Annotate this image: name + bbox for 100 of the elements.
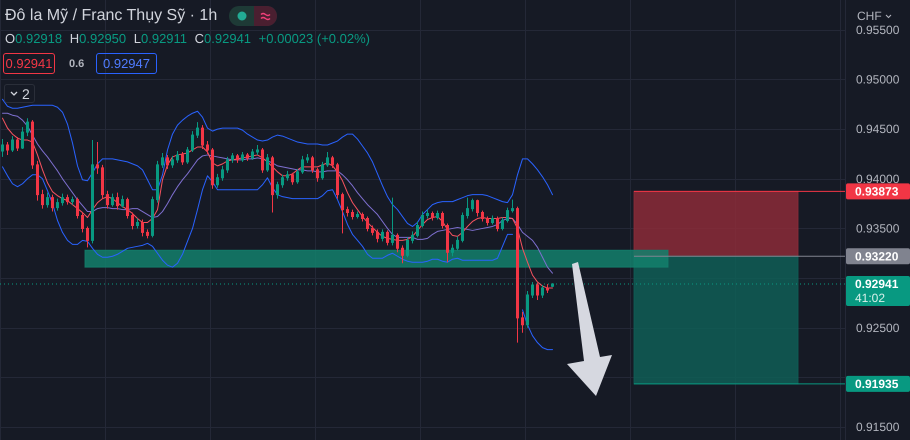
candlestick [71, 196, 74, 206]
candlestick [61, 193, 64, 206]
candlestick [91, 140, 94, 244]
candlestick [476, 199, 479, 218]
line-series [2, 98, 553, 227]
candlestick [306, 153, 309, 164]
candlestick [31, 120, 34, 170]
ref-line-label: 0.92941 [855, 276, 899, 291]
candlestick [186, 146, 189, 164]
candlestick [191, 130, 194, 152]
candlestick [6, 142, 9, 156]
candlestick [291, 172, 294, 186]
candlestick [96, 142, 99, 174]
candlestick [396, 232, 399, 253]
annotation: 0.6 [69, 57, 84, 71]
candlestick [236, 153, 239, 164]
candlestick [76, 197, 79, 220]
candlestick [101, 164, 104, 200]
y-tick-label: 0.94500 [856, 122, 900, 136]
candlestick [66, 194, 69, 206]
candlestick [11, 136, 14, 152]
y-axis-title: CHF [857, 9, 882, 23]
candlestick [256, 144, 259, 156]
candlestick [321, 161, 324, 180]
ref-line-label: 0.91935 [855, 376, 899, 391]
candlestick [121, 195, 124, 208]
candlestick [351, 209, 354, 220]
candlestick [266, 153, 269, 172]
candlestick [536, 282, 539, 300]
candlestick [161, 152, 164, 168]
candlestick [251, 148, 254, 160]
candlestick [546, 284, 549, 294]
candlestick [41, 189, 44, 210]
candlestick [136, 218, 139, 229]
candlestick [551, 282, 554, 288]
candlestick [371, 224, 374, 236]
candlestick [301, 155, 304, 174]
candlestick [391, 197, 394, 246]
candlestick [376, 228, 379, 243]
candlestick [201, 124, 204, 150]
candlestick [446, 222, 449, 263]
buy-price-box: 0.92947 [96, 53, 157, 74]
candlestick [51, 194, 54, 212]
candlestick [541, 284, 544, 298]
candlestick [526, 290, 529, 328]
candlestick [436, 210, 439, 220]
candlestick [406, 236, 409, 258]
candlestick [361, 212, 364, 222]
candlestick [496, 216, 499, 232]
toggle-button: 2 [4, 84, 35, 103]
candlestick [331, 155, 334, 168]
candlestick [346, 206, 349, 218]
candlestick [246, 152, 249, 162]
candlestick [296, 168, 299, 184]
candlestick [461, 212, 464, 243]
candlestick [16, 136, 19, 152]
candlestick [341, 192, 344, 234]
candlestick [86, 226, 89, 248]
candlestick [181, 151, 184, 166]
candlestick [386, 230, 389, 246]
candlestick [506, 207, 509, 223]
annotation: 0.92941 [204, 31, 252, 46]
y-tick-label: 0.93500 [856, 221, 900, 236]
candlestick [491, 215, 494, 225]
candlestick [516, 206, 519, 344]
candlestick [151, 196, 154, 238]
y-tick-label: 0.92500 [856, 320, 900, 335]
candlestick [271, 155, 274, 214]
candlestick [281, 174, 284, 188]
candlestick [231, 152, 234, 164]
candlestick [126, 197, 129, 220]
candlestick [111, 193, 114, 208]
candlestick [261, 147, 264, 174]
candlestick [221, 165, 224, 182]
candlestick [426, 209, 429, 220]
candlestick [176, 150, 179, 164]
candlestick [216, 173, 219, 188]
candlestick [196, 122, 199, 139]
ref-line-label: 0.93220 [855, 249, 899, 264]
y-tick-label: 0.91500 [856, 420, 900, 434]
candlestick [326, 151, 329, 168]
candlestick [441, 211, 444, 229]
candlestick [56, 198, 59, 212]
candlestick [36, 160, 39, 202]
candlestick [421, 211, 424, 228]
candlestick [26, 118, 29, 137]
candlestick [411, 230, 414, 244]
candlestick [486, 216, 489, 226]
candlestick [431, 211, 434, 221]
candlestick [511, 199, 514, 214]
annotation: 2 [22, 86, 30, 102]
candlestick [466, 197, 469, 220]
candlestick [146, 228, 149, 239]
candlestick [171, 155, 174, 168]
candlestick [481, 210, 484, 222]
chart-title: Đô la Mỹ / Franc Thụy Sỹ · 1h [5, 6, 218, 26]
candlestick [471, 198, 474, 212]
candlestick [531, 282, 534, 298]
candlestick [156, 160, 159, 204]
candlestick [276, 181, 279, 200]
